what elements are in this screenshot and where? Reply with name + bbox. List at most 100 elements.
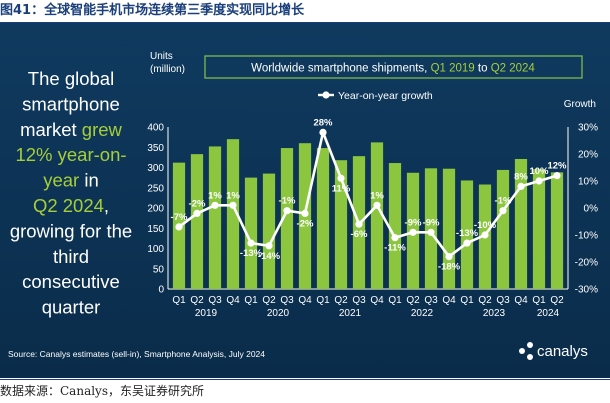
legend-label: Year-on-year growth bbox=[338, 90, 433, 102]
x-tick-label-20: Q1 bbox=[532, 295, 546, 306]
growth-line bbox=[178, 131, 558, 258]
growth-point-11 bbox=[373, 201, 381, 209]
growth-point-10 bbox=[355, 220, 363, 228]
bar-18 bbox=[496, 169, 510, 289]
y2-tick-label: 10% bbox=[578, 177, 598, 188]
y-tick-label: 350 bbox=[147, 143, 164, 154]
y-tick-label: 250 bbox=[147, 183, 164, 194]
bar-2 bbox=[208, 146, 222, 289]
growth-label-13: -9% bbox=[405, 217, 422, 228]
growth-point-9 bbox=[337, 174, 345, 182]
x-tick-label-8: Q1 bbox=[316, 295, 330, 306]
bar-11 bbox=[370, 142, 384, 289]
growth-label-10: -6% bbox=[351, 229, 368, 240]
growth-point-0 bbox=[175, 223, 183, 231]
y2-axis-label: Growth bbox=[564, 99, 596, 110]
bar-3 bbox=[226, 139, 240, 289]
growth-point-7 bbox=[301, 209, 309, 217]
y2-tick-label: 30% bbox=[578, 123, 598, 134]
x-tick-label-7: Q4 bbox=[298, 295, 312, 306]
x-tick-label-19: Q4 bbox=[514, 295, 528, 306]
logo-dot-3 bbox=[527, 354, 533, 360]
y-tick-label: 0 bbox=[158, 285, 164, 296]
x-tick-label-10: Q3 bbox=[352, 295, 366, 306]
bar-12 bbox=[388, 163, 402, 289]
bar-15 bbox=[442, 168, 456, 289]
year-label-2021: 2021 bbox=[339, 308, 362, 319]
growth-point-19 bbox=[517, 182, 525, 190]
growth-point-2 bbox=[211, 201, 219, 209]
logo-dot-1 bbox=[519, 348, 525, 354]
growth-label-6: -1% bbox=[279, 196, 296, 207]
growth-label-9: 11% bbox=[332, 183, 351, 194]
growth-label-17: -10% bbox=[474, 220, 497, 231]
bar-21 bbox=[550, 172, 564, 289]
x-tick-label-11: Q4 bbox=[370, 295, 384, 306]
growth-label-16: -13% bbox=[456, 228, 479, 239]
year-label-2023: 2023 bbox=[483, 308, 506, 319]
y-tick-label: 300 bbox=[147, 163, 164, 174]
y-tick-label: 400 bbox=[147, 123, 164, 134]
x-tick-label-0: Q1 bbox=[172, 295, 186, 306]
x-tick-label-3: Q4 bbox=[226, 295, 240, 306]
growth-label-1: -2% bbox=[189, 198, 206, 209]
headline-line-8: consecutive bbox=[22, 271, 120, 292]
headline-line-0: The global bbox=[28, 68, 114, 89]
growth-label-0: -7% bbox=[171, 212, 188, 223]
growth-point-13 bbox=[409, 228, 417, 236]
y2-tick-label: -20% bbox=[575, 258, 598, 269]
growth-label-7: -2% bbox=[297, 218, 314, 229]
growth-point-21 bbox=[553, 172, 561, 180]
title-divider bbox=[0, 22, 610, 23]
headline-line-6: growing for the bbox=[10, 220, 132, 241]
x-tick-label-15: Q4 bbox=[442, 295, 456, 306]
growth-point-4 bbox=[247, 239, 255, 247]
growth-label-14: -9% bbox=[423, 217, 440, 228]
x-tick-label-9: Q2 bbox=[334, 295, 348, 306]
headline-line-1: smartphone bbox=[22, 93, 120, 114]
chart-title: Worldwide smartphone shipments, Q1 2019 … bbox=[251, 63, 535, 75]
logo-wordmark: canalys bbox=[537, 343, 588, 360]
x-tick-label-5: Q2 bbox=[262, 295, 276, 306]
growth-point-20 bbox=[535, 177, 543, 185]
growth-label-8: 28% bbox=[313, 117, 333, 128]
shipments-chart: The global smartphone market grew 12% year-… bbox=[8, 51, 598, 360]
bar-5 bbox=[262, 173, 276, 289]
growth-point-1 bbox=[193, 209, 201, 217]
x-tick-label-6: Q3 bbox=[280, 295, 294, 306]
x-tick-label-16: Q1 bbox=[460, 295, 474, 306]
bottom-divider bbox=[0, 379, 610, 380]
bar-6 bbox=[280, 148, 294, 289]
legend: Year-on-year growth bbox=[318, 90, 433, 102]
x-tick-label-4: Q1 bbox=[244, 295, 258, 306]
y-tick-label: 50 bbox=[153, 264, 165, 275]
growth-line-series: -7%-2%1% 1%-13%-14%-1%-2%28%11%-6%1%-11%-… bbox=[171, 117, 568, 272]
y-tick-label: 150 bbox=[147, 224, 164, 235]
x-tick-label-13: Q2 bbox=[406, 295, 420, 306]
y-axis-label-line-0: Units bbox=[150, 51, 173, 62]
headline-line-9: quarter bbox=[42, 297, 101, 318]
growth-point-12 bbox=[391, 234, 399, 242]
headline-line-7: third bbox=[53, 246, 89, 267]
growth-label-19: 8% bbox=[514, 171, 528, 182]
growth-label-21: 12% bbox=[547, 161, 567, 172]
growth-point-5 bbox=[265, 242, 273, 250]
x-tick-label-2: Q3 bbox=[208, 295, 222, 306]
growth-label-3: 1% bbox=[226, 190, 240, 201]
growth-point-18 bbox=[499, 207, 507, 215]
x-tick-label-14: Q3 bbox=[424, 295, 438, 306]
growth-label-20: 10% bbox=[529, 166, 549, 177]
growth-label-5: -14% bbox=[258, 251, 281, 262]
headline-line-3: 12% year-on- bbox=[15, 144, 126, 165]
bar-series bbox=[172, 139, 564, 289]
x-tick-label-12: Q1 bbox=[388, 295, 402, 306]
bar-14 bbox=[424, 168, 438, 289]
y-axis-label-line-1: (million) bbox=[150, 64, 185, 75]
growth-point-6 bbox=[283, 207, 291, 215]
bar-20 bbox=[532, 169, 546, 289]
growth-point-3 bbox=[229, 201, 237, 209]
headline-line-5: Q2 2024, bbox=[33, 195, 109, 216]
growth-point-16 bbox=[463, 239, 471, 247]
x-tick-label-18: Q3 bbox=[496, 295, 510, 306]
canalys-logo: canalys bbox=[519, 342, 588, 360]
